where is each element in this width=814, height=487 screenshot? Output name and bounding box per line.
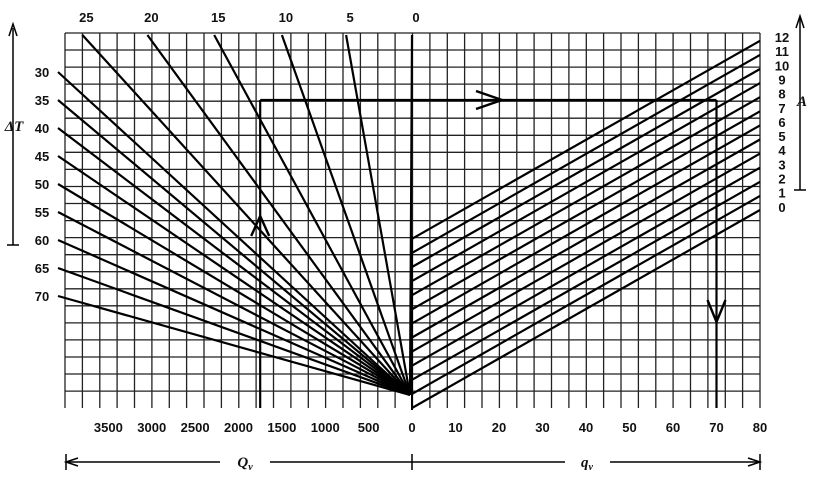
deltat-axis-label: ΔT bbox=[4, 119, 24, 135]
a-value-label: 1 bbox=[778, 186, 785, 201]
left-x-tick-label: 1000 bbox=[311, 420, 340, 435]
right-x-tick-label: 50 bbox=[622, 420, 636, 435]
y-tick-label: 70 bbox=[35, 289, 49, 304]
a-value-label: 0 bbox=[778, 200, 785, 215]
left-x-tick-label: 0 bbox=[408, 420, 415, 435]
y-tick-label: 40 bbox=[35, 121, 49, 136]
parallel-line bbox=[411, 152, 761, 353]
parallel-line bbox=[411, 68, 761, 268]
fan-line bbox=[57, 266, 411, 397]
a-arrow-icon bbox=[795, 13, 805, 29]
parallel-line bbox=[411, 124, 761, 325]
fan-line bbox=[146, 34, 411, 396]
top-label: 10 bbox=[279, 10, 293, 25]
left-x-tick-label: 500 bbox=[358, 420, 380, 435]
y-tick-label: 45 bbox=[35, 149, 49, 164]
a-value-label: 6 bbox=[778, 115, 785, 130]
y-tick-label: 60 bbox=[35, 233, 49, 248]
arrow-down-icon bbox=[706, 299, 727, 326]
fan-line bbox=[57, 155, 411, 396]
parallel-line bbox=[411, 180, 761, 381]
fan-line bbox=[213, 34, 411, 396]
left-x-tick-label: 2500 bbox=[181, 420, 210, 435]
deltat-arrow-icon bbox=[8, 21, 18, 37]
right-x-tick-label: 20 bbox=[492, 420, 506, 435]
parallel-line bbox=[411, 209, 761, 409]
fan-line bbox=[57, 99, 411, 396]
a-value-label: 2 bbox=[778, 172, 785, 187]
right-x-tick-label: 40 bbox=[579, 420, 593, 435]
top-label: 15 bbox=[211, 10, 225, 25]
parallel-line bbox=[411, 82, 761, 283]
parallel-lines bbox=[411, 39, 761, 410]
y-tick-label: 55 bbox=[35, 205, 49, 220]
parallel-line bbox=[411, 39, 761, 240]
fan-lines bbox=[57, 34, 414, 397]
a-value-label: 9 bbox=[778, 72, 785, 87]
a-value-label: 11 bbox=[775, 44, 789, 59]
fan-line bbox=[57, 127, 411, 396]
parallel-line bbox=[411, 194, 761, 395]
a-value-label: 3 bbox=[778, 157, 785, 172]
left-x-tick-label: 2000 bbox=[224, 420, 253, 435]
y-tick-label: 35 bbox=[35, 93, 49, 108]
parallel-line bbox=[411, 110, 761, 311]
qv-axis-label-right: qv bbox=[581, 455, 594, 473]
top-label: 5 bbox=[346, 10, 353, 25]
fan-line bbox=[57, 183, 411, 396]
fan-line bbox=[345, 34, 412, 396]
fan-line bbox=[408, 34, 414, 396]
arrow-right-icon bbox=[475, 89, 506, 111]
parallel-line bbox=[411, 96, 761, 297]
parallel-line bbox=[411, 138, 761, 339]
parallel-line bbox=[411, 53, 761, 254]
arrow-up-icon bbox=[250, 213, 271, 237]
right-x-tick-label: 80 bbox=[753, 420, 767, 435]
a-axis-label: A bbox=[796, 94, 807, 110]
a-value-label: 7 bbox=[778, 101, 785, 116]
left-x-tick-label: 3000 bbox=[137, 420, 166, 435]
y-tick-label: 30 bbox=[35, 65, 49, 80]
parallel-line bbox=[411, 166, 761, 367]
qv-axis-label-left: Qv bbox=[237, 455, 253, 473]
fan-line bbox=[57, 211, 411, 396]
a-value-label: 10 bbox=[775, 58, 789, 73]
fan-line bbox=[57, 294, 411, 397]
right-x-tick-label: 10 bbox=[448, 420, 462, 435]
right-x-tick-label: 60 bbox=[666, 420, 680, 435]
right-x-tick-label: 30 bbox=[535, 420, 549, 435]
fan-line bbox=[57, 71, 411, 396]
y-tick-label: 65 bbox=[35, 261, 49, 276]
left-x-tick-label: 3500 bbox=[94, 420, 123, 435]
example-path bbox=[250, 89, 727, 408]
a-value-label: 8 bbox=[778, 87, 785, 102]
right-x-tick-label: 70 bbox=[709, 420, 723, 435]
top-label: 0 bbox=[412, 10, 419, 25]
top-label: 20 bbox=[144, 10, 158, 25]
fan-line bbox=[81, 34, 411, 396]
fan-line bbox=[57, 238, 411, 397]
fan-line bbox=[280, 34, 412, 396]
a-value-label: 12 bbox=[775, 30, 789, 45]
a-value-label: 4 bbox=[778, 143, 786, 158]
a-value-label: 5 bbox=[778, 129, 785, 144]
left-x-tick-label: 1500 bbox=[267, 420, 296, 435]
top-label: 25 bbox=[79, 10, 93, 25]
y-tick-label: 50 bbox=[35, 177, 49, 192]
